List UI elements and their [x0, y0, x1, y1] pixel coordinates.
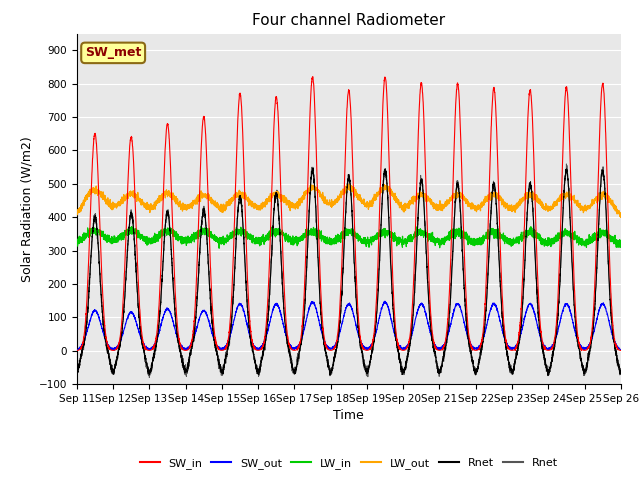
Y-axis label: Solar Radiation (W/m2): Solar Radiation (W/m2): [20, 136, 33, 282]
Text: SW_met: SW_met: [85, 47, 141, 60]
Legend: SW_in, SW_out, LW_in, LW_out, Rnet, Rnet: SW_in, SW_out, LW_in, LW_out, Rnet, Rnet: [135, 453, 563, 473]
X-axis label: Time: Time: [333, 409, 364, 422]
Title: Four channel Radiometer: Four channel Radiometer: [252, 13, 445, 28]
